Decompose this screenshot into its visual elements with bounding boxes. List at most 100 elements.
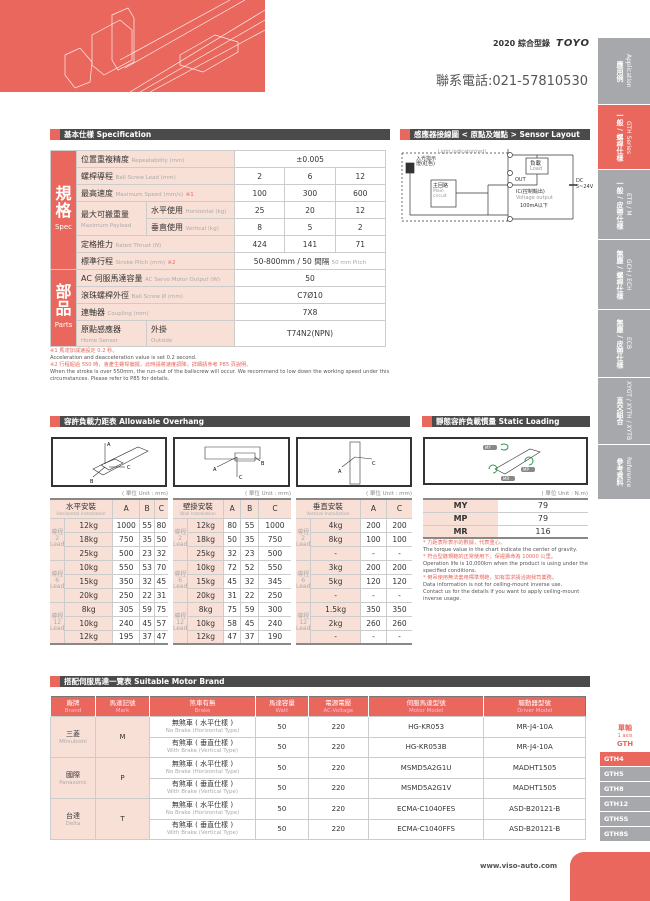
overhang-value: 45 <box>240 616 259 631</box>
model-tab[interactable]: GTH8 <box>600 782 650 797</box>
overhang-value: 350 <box>386 602 412 617</box>
horizontal-actuator-icon: A C B <box>90 442 149 485</box>
column-header: 馬達記號 Mark <box>95 696 150 717</box>
note-line: ※1 馬達加減速設定 0.2 秒。 <box>50 348 118 354</box>
overhang-value: 200 <box>359 518 387 533</box>
note-line: The torque value in the chart indicate t… <box>423 547 578 553</box>
installation-en: Horizontal Installation <box>56 511 106 517</box>
table-row: 導程 2 Lead 12kg 80 55 1000 <box>173 518 291 561</box>
column-header: 馬達容量 Watt <box>255 696 309 717</box>
driver-model: ASD-B20121-B <box>483 818 586 840</box>
load-weight: 10kg <box>187 560 224 575</box>
table-row: 導程 12 Lead 8kg 305 59 75 <box>50 602 168 645</box>
stroke-value: 50-800mm / 50 間隔 50 mm Pitch <box>234 252 386 270</box>
table-row: 12kg 47 37 190 <box>173 630 291 645</box>
overhang-value: 80 <box>153 518 168 533</box>
motor-model: ECMA-C1040FFS <box>367 818 485 840</box>
installation-en: Vertical Installation <box>306 511 350 517</box>
voltage: 220 <box>307 798 369 820</box>
overhang-section-header: 容許負載力距表 Allowable Overhang <box>50 416 410 427</box>
lead-label: 導程 6 Lead <box>296 560 311 603</box>
lead-label: 螺桿導程 Ball Screw Lead (mm) <box>76 167 235 185</box>
brake-en: With Brake (Vertical Type) <box>166 748 239 755</box>
side-tab-en: Reference <box>625 456 632 488</box>
side-tab-label: 直交組合 <box>616 397 624 425</box>
main-circuit-label: 主回路 <box>433 183 449 189</box>
brake-en: No Brake (Horizontal Type) <box>165 809 240 816</box>
model-tab[interactable]: GTH4 <box>600 752 650 767</box>
overhang-value: 55 <box>139 518 155 533</box>
load-weight: 25kg <box>187 546 224 561</box>
overhang-value: 240 <box>257 616 291 631</box>
note-line: * 力距表所表示的數據，代表重心。 <box>423 540 506 546</box>
payload-v-value: 8 <box>233 218 286 236</box>
side-tab[interactable]: 參考資料 Reference <box>598 445 650 500</box>
table-row: 10kg 240 45 57 <box>50 616 168 631</box>
lead-en: Lead <box>50 541 65 548</box>
home-sensor-value: T74N2(NPN) <box>234 320 386 347</box>
model-tab[interactable]: GTH8S <box>600 827 650 842</box>
lead-value: 2 <box>301 535 306 542</box>
side-tab[interactable]: 無塵 / 皮帶仕樣 ECB <box>598 310 650 378</box>
side-tab[interactable]: 無塵 / 螺桿仕樣 GCH / ECH <box>598 240 650 310</box>
voltage: 220 <box>307 757 369 779</box>
footer-url[interactable]: www.viso-auto.com <box>480 862 558 870</box>
table-row: 15kg 350 32 45 <box>50 574 168 589</box>
lead-label: 導程 12 Lead <box>173 602 188 645</box>
brand-cell: 台達 Delta <box>50 798 96 840</box>
moment-value: 79 <box>498 512 588 526</box>
note-line: * 倒吊使用無法套用標準規範，如有需求請洽詢我司業務。 <box>423 575 557 581</box>
table-row: 導程 12 Lead 8kg 75 59 300 <box>173 602 291 645</box>
payload-h-value: 12 <box>334 201 387 219</box>
outside-label: 外掛 Outside <box>146 320 235 347</box>
load-weight: 1.5kg <box>310 602 361 617</box>
moment-section-header: 靜態容許負載慣量 Static Loading Moment <box>422 416 590 437</box>
overhang-value: 37 <box>139 630 155 645</box>
watt: 50 <box>255 716 309 738</box>
model-tab[interactable]: GTH5S <box>600 812 650 827</box>
moment-unit: ( 單位 Unit : N.m) <box>541 491 588 497</box>
side-tab[interactable]: 一般 / 皮帶仕樣 ETB / M <box>598 170 650 240</box>
overhang-value: 23 <box>139 546 155 561</box>
side-tab-label: 應用例 <box>616 60 624 82</box>
overhang-unit: ( 單位 Unit : mm) <box>244 491 291 497</box>
side-tab[interactable]: 直交組合 XYGT / XYTH / XYTB <box>598 378 650 445</box>
model-tab[interactable]: GTH5 <box>600 767 650 782</box>
side-tab[interactable]: 一般 / 螺桿仕樣 GTH Series <box>598 105 650 170</box>
brake-en: No Brake (Horizontal Type) <box>165 727 240 734</box>
load-weight: 25kg <box>64 546 113 561</box>
moment-diagram: MY MP MR <box>423 437 588 485</box>
overhang-value: 345 <box>257 574 291 589</box>
note-line: * 符合型錄規範的正常使用下，保證壽命為 10000 公里。 <box>423 554 556 560</box>
column-header: A <box>359 499 387 519</box>
column-header: 電源電壓 AC-Voltage <box>307 696 369 717</box>
side-tab-en: Application <box>625 54 632 88</box>
overhang-value: 120 <box>359 574 387 589</box>
motor-output-value: 50 <box>234 269 386 287</box>
overhang-value: 47 <box>222 630 241 645</box>
column-header: C <box>386 499 412 519</box>
table-row: MY 79 <box>423 499 588 513</box>
side-tab[interactable]: 應用例 Application <box>598 38 650 105</box>
horizontal-label: 水平使用 Horizontal (kg) <box>146 201 235 219</box>
column-header-en: AC-Voltage <box>323 707 354 714</box>
driver-model: MADHT1505 <box>483 777 586 799</box>
parts-group-label: 部品 Parts <box>50 269 77 347</box>
side-tab-en: GTH Series <box>625 120 632 154</box>
lead-label: 導程 2 Lead <box>173 518 188 561</box>
overhang-value: 1000 <box>112 518 140 533</box>
svg-text:C: C <box>239 475 243 481</box>
brand-en: Panasonic <box>59 780 87 786</box>
note-line: Contact us for the details if you want t… <box>423 589 580 602</box>
load-weight: 18kg <box>187 532 224 547</box>
svg-text:C: C <box>127 465 131 471</box>
moment-table: MY 79 MP 79 MR 116 <box>423 498 588 539</box>
model-nav-header: 單軸 1 axis GTH <box>600 724 650 748</box>
installation-header: 垂直安裝 Vertical Installation <box>296 499 361 519</box>
overhang-value: 52 <box>240 560 259 575</box>
model-tab[interactable]: GTH12 <box>600 797 650 812</box>
note-line: Data information is not for ceiling-moun… <box>423 582 563 588</box>
lead-en: Lead <box>296 624 311 632</box>
lead-label: 導程 2 Lead <box>50 518 65 561</box>
home-sensor-label: 原點感應器 Home Sensor <box>76 320 147 347</box>
